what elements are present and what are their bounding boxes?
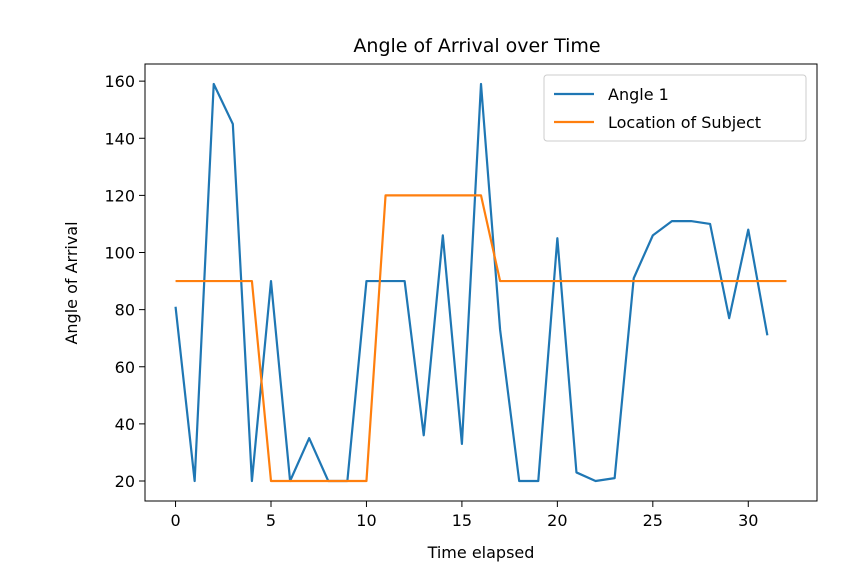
y-axis: 20 40 60 80 100 120 140 160 (104, 72, 145, 491)
legend: Angle 1 Location of Subject (543, 74, 807, 142)
series-line-location-of-subject (175, 194, 787, 483)
y-tick-label: 140 (104, 129, 135, 148)
y-tick-label: 100 (104, 244, 135, 263)
y-tick-label: 20 (115, 472, 135, 491)
x-tick-label: 10 (356, 511, 376, 530)
plot-frame (144, 63, 818, 502)
x-tick-label: 30 (738, 511, 758, 530)
y-tick-label: 120 (104, 186, 135, 205)
x-tick-label: 5 (266, 511, 276, 530)
series-line-angle-1 (174, 82, 769, 483)
x-tick-label: 25 (643, 511, 663, 530)
y-tick-label: 60 (115, 358, 135, 377)
x-tick-label: 15 (452, 511, 472, 530)
y-tick-label: 160 (104, 72, 135, 91)
y-tick-label: 40 (115, 415, 135, 434)
x-axis-label: Time elapsed (427, 543, 535, 562)
legend-box (543, 74, 807, 142)
x-axis: 0 5 10 15 20 25 30 (170, 501, 758, 530)
x-tick-label: 20 (547, 511, 567, 530)
legend-label-location-of-subject: Location of Subject (608, 113, 761, 132)
chart-title: Angle of Arrival over Time (353, 35, 600, 57)
y-tick-label: 80 (115, 301, 135, 320)
x-tick-label: 0 (170, 511, 180, 530)
plot-area (174, 82, 787, 483)
legend-label-angle-1: Angle 1 (608, 85, 669, 104)
y-axis-label: Angle of Arrival (62, 221, 81, 344)
